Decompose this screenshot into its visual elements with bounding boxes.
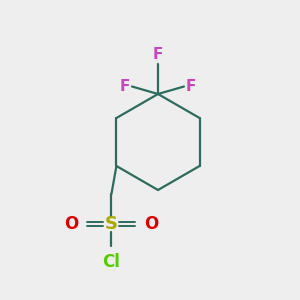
Text: F: F xyxy=(153,47,163,62)
Text: F: F xyxy=(186,79,196,94)
Text: F: F xyxy=(120,79,130,94)
Text: S: S xyxy=(105,215,118,233)
Text: Cl: Cl xyxy=(103,253,120,271)
Text: O: O xyxy=(64,215,78,233)
Text: O: O xyxy=(144,215,159,233)
